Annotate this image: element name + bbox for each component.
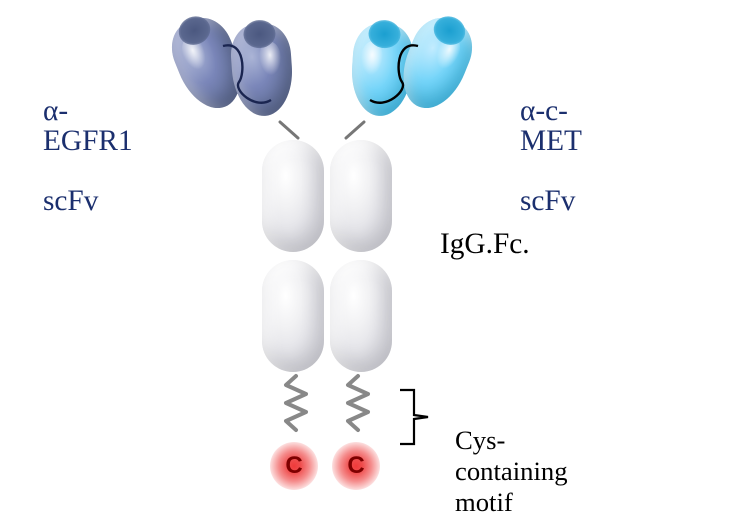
hinge-linker-left (278, 120, 304, 140)
scFv-cmet-linker-curve (362, 40, 426, 110)
fc-ch2-left (262, 140, 324, 252)
label-cmet-line1: α-c-MET (520, 95, 582, 157)
label-egfr-line1: α-EGFR1 (43, 95, 133, 157)
label-cmet-line2: scFv (520, 185, 575, 217)
cys-residue-left: C (270, 442, 318, 490)
cys-motif-linker-left (282, 376, 310, 430)
hinge-linker-right (340, 120, 366, 140)
fc-ch3-right (330, 260, 392, 372)
cys-motif-bracket (398, 388, 434, 446)
label-igg-fc: IgG.Fc. (440, 228, 530, 261)
label-cys-motif: Cys-containing motif (455, 425, 568, 518)
cys-motif-linker-right (344, 376, 372, 430)
cys-residue-right: C (332, 442, 380, 490)
fc-ch2-right (330, 140, 392, 252)
label-egfr-line2: scFv (43, 185, 98, 217)
cys-glyph: C (347, 452, 364, 480)
cys-glyph: C (285, 452, 302, 480)
label-cmet-scFv: α-c-MET scFv (520, 66, 582, 216)
scFv-egfr-linker-curve (215, 40, 279, 110)
label-egfr-scFv: α-EGFR1 scFv (43, 66, 133, 216)
fc-ch3-left (262, 260, 324, 372)
